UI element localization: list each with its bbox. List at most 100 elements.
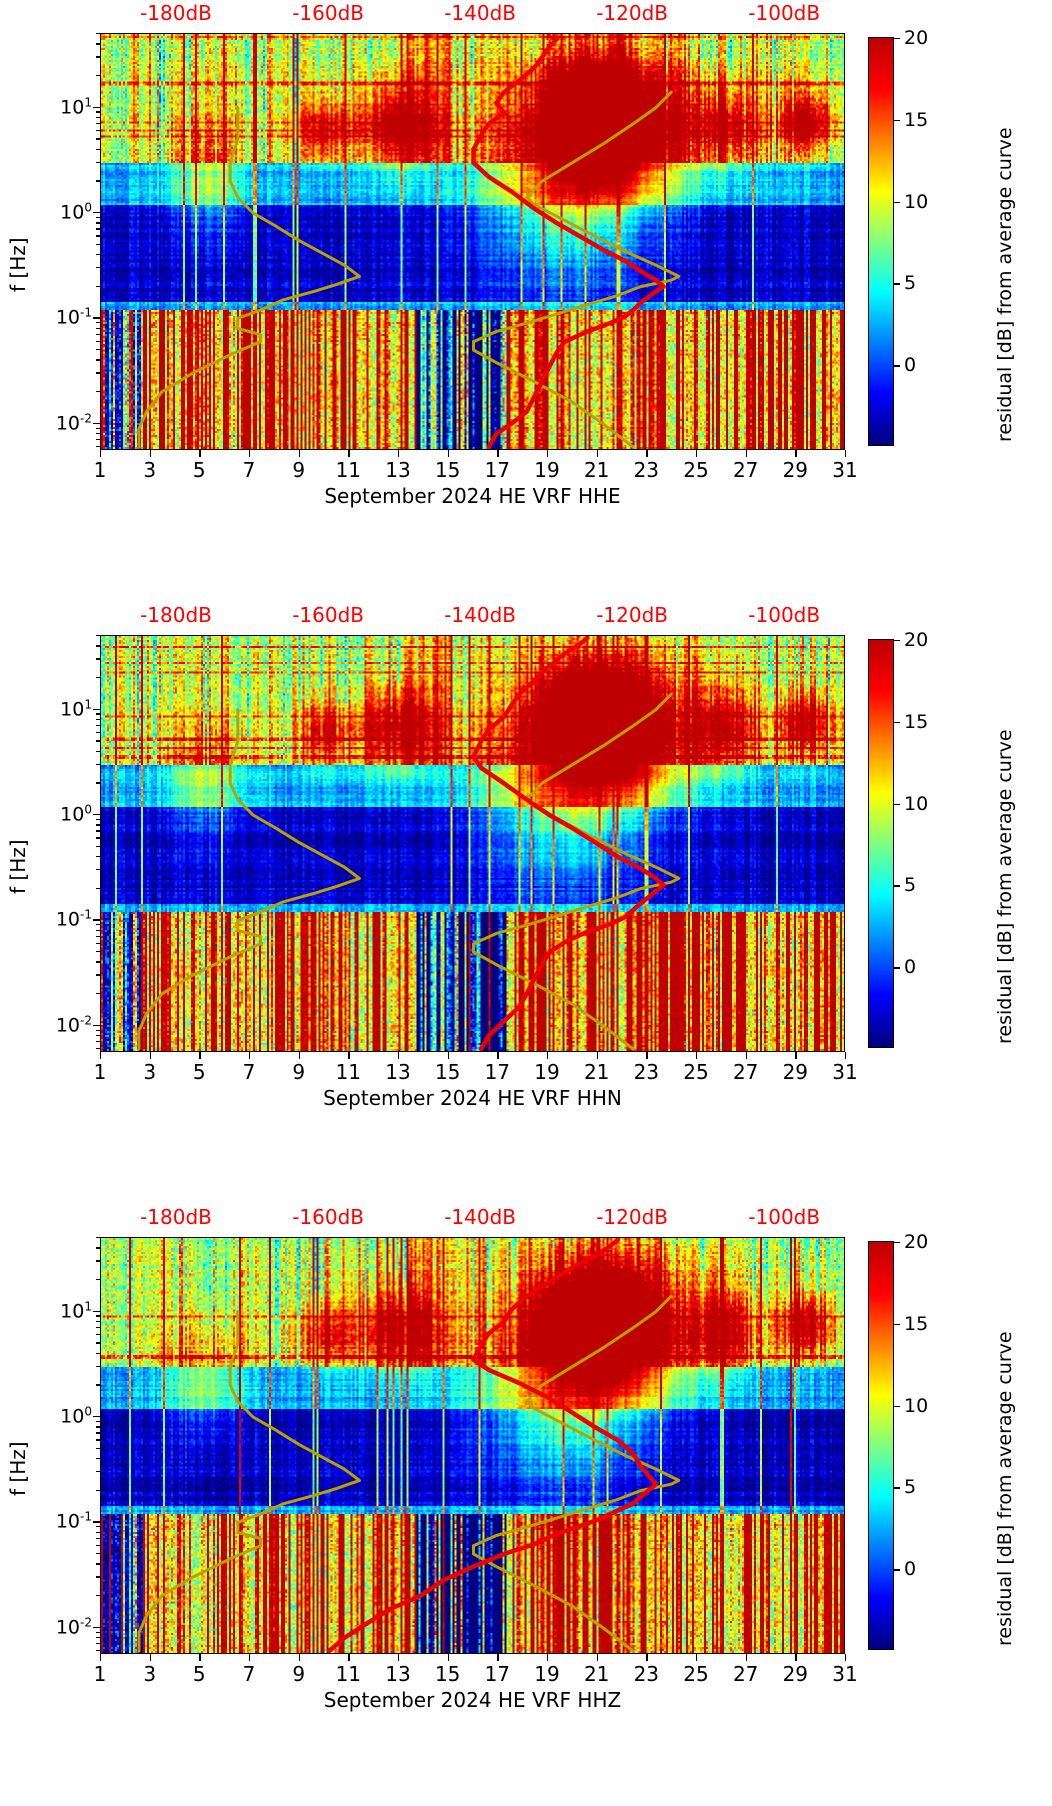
colorbar-tick-mark — [893, 283, 900, 285]
x-axis-tick-mark — [398, 1052, 400, 1059]
db-axis-tick-label: -120dB — [596, 1, 668, 25]
x-axis-tick-mark — [100, 1052, 102, 1059]
y-axis-minor-tick — [96, 1365, 100, 1368]
y-axis-minor-tick — [96, 1029, 100, 1031]
x-axis: 1 3 5 7 9 11 13 15 17 19 21 23 25 27 29 31 September 202… — [94, 1654, 858, 1714]
overlay-curves — [137, 636, 681, 1051]
y-axis-minor-tick — [96, 1489, 100, 1491]
x-axis-tick-label: 13 — [385, 458, 411, 482]
y-axis-tick-label: 101 — [60, 94, 92, 119]
db-axis-top: -180dB -160dB -140dB -120dB -100dB — [100, 602, 845, 632]
x-axis-tick-label: 23 — [633, 1060, 660, 1084]
y-axis-tick-label: 10-2 — [55, 410, 92, 435]
y-axis-tick-mark — [93, 814, 100, 816]
colorbar-tick-mark — [893, 1323, 900, 1326]
spectrogram-plot-area — [100, 33, 845, 450]
y-axis-tick-label: 101 — [60, 1298, 92, 1323]
db-axis-tick-label: -140dB — [444, 1205, 516, 1229]
y-axis-minor-tick — [96, 439, 100, 441]
spectrogram-panel-hhe: -180dB -160dB -140dB -120dB -100dB 101 100 10-1… — [0, 0, 1052, 520]
colorbar-tick-mark — [893, 640, 900, 642]
y-axis-minor-tick — [96, 267, 100, 269]
db-axis-top: -180dB -160dB -140dB -120dB -100dB — [100, 1204, 845, 1234]
db-axis-tick-label: -180dB — [140, 603, 212, 627]
x-axis-tick-mark — [596, 450, 599, 457]
y-axis-minor-tick — [96, 1334, 100, 1336]
y-axis-label: f [Hz] — [6, 1441, 30, 1496]
db-axis-tick-label: -140dB — [444, 603, 516, 627]
y-axis-tick-label: 100 — [60, 802, 92, 826]
x-axis-tick-label: 1 — [93, 1060, 107, 1084]
x-axis-tick-label: 3 — [143, 458, 157, 482]
colorbar-tick-mark — [893, 967, 900, 969]
panel-title: September 2024 HE VRF HHE — [324, 484, 621, 508]
x-axis-tick-mark — [696, 1654, 698, 1661]
x-axis-tick-label: 25 — [683, 1060, 709, 1084]
colorbar-tick-label: 15 — [904, 108, 929, 131]
colorbar-tick-label: 10 — [904, 792, 929, 815]
y-axis-minor-tick — [96, 111, 100, 113]
colorbar-tick-label: 0 — [904, 1558, 917, 1581]
spectrogram-panel-hhn: -180dB -160dB -140dB -120dB -100dB 101 100 10-1… — [0, 602, 1052, 1122]
y-axis-minor-tick — [96, 1457, 100, 1460]
colorbar-tick-mark — [893, 201, 900, 203]
y-axis-minor-tick — [96, 1537, 100, 1539]
y-axis-minor-tick — [96, 216, 100, 219]
y-axis-minor-tick — [96, 235, 100, 237]
y-axis-minor-tick — [96, 887, 100, 889]
x-axis-tick-label: 9 — [292, 458, 306, 482]
colorbar-tick-mark — [893, 803, 900, 805]
y-axis-minor-tick — [96, 845, 100, 848]
x-axis: 1 3 5 7 9 11 13 15 17 19 21 23 25 27 29 31 September 202… — [94, 450, 858, 510]
db-axis-tick-label: -100dB — [748, 1205, 821, 1229]
x-axis-tick-label: 23 — [633, 1662, 660, 1686]
spectrogram-image — [101, 636, 844, 1051]
colorbar-tick-label: 15 — [904, 1312, 929, 1335]
x-axis-tick-label: 17 — [484, 1662, 511, 1686]
spectrogram-plot-area — [100, 1237, 845, 1654]
x-axis-tick-label: 29 — [782, 1662, 809, 1686]
x-axis-tick-mark — [447, 1654, 450, 1661]
y-axis-minor-tick — [96, 713, 100, 715]
colorbar-tick-label: 10 — [904, 190, 929, 213]
y-axis-minor-tick — [96, 929, 100, 931]
y-axis-minor-tick — [96, 658, 100, 660]
x-axis-tick-mark — [199, 1052, 201, 1059]
y-axis-tick-mark — [93, 919, 100, 921]
y-axis-minor-tick — [96, 1426, 100, 1428]
y-axis-minor-tick — [96, 1352, 100, 1354]
colorbar-tick-mark — [893, 1569, 900, 1571]
y-axis-minor-tick — [96, 740, 100, 742]
y-axis-minor-tick — [96, 359, 100, 361]
x-axis-tick-mark — [845, 1654, 847, 1661]
y-axis-minor-tick — [96, 635, 100, 637]
y-axis-minor-tick — [96, 1439, 100, 1441]
x-axis-tick-mark — [298, 450, 301, 457]
x-axis-tick-mark — [447, 450, 450, 457]
colorbar-title: residual [dB] from average curve — [994, 1331, 1016, 1646]
y-axis-minor-tick — [96, 148, 100, 150]
y-axis-minor-tick — [96, 243, 100, 246]
x-axis-tick-label: 19 — [534, 1060, 560, 1084]
x-axis: 1 3 5 7 9 11 13 15 17 19 21 23 25 27 29 31 September 202… — [94, 1052, 858, 1112]
y-axis-minor-tick — [96, 427, 100, 429]
colorbar-tick-label: 10 — [904, 1394, 929, 1417]
x-axis-tick-label: 23 — [633, 458, 660, 482]
x-axis-tick-mark — [100, 1654, 102, 1661]
y-axis-minor-tick — [96, 1034, 100, 1037]
colorbar-gradient — [869, 640, 893, 1047]
x-axis-tick-mark — [398, 450, 400, 457]
y-axis-minor-tick — [96, 1636, 100, 1639]
y-axis-tick-label: 10-2 — [55, 1012, 92, 1037]
y-axis-minor-tick — [96, 322, 100, 324]
x-axis-tick-label: 11 — [335, 458, 362, 482]
y-axis-minor-tick — [96, 56, 100, 58]
x-axis-tick-label: 27 — [732, 1060, 759, 1084]
y-axis-minor-tick — [96, 1342, 100, 1344]
y-axis-label: f [Hz] — [6, 237, 30, 292]
colorbar: 20 15 10 5 0 — [868, 629, 928, 1048]
x-axis-tick-mark — [199, 1654, 201, 1661]
y-axis-label: f [Hz] — [6, 839, 30, 894]
y-axis-minor-tick — [96, 1247, 100, 1249]
y-axis-tick-mark — [93, 106, 100, 108]
